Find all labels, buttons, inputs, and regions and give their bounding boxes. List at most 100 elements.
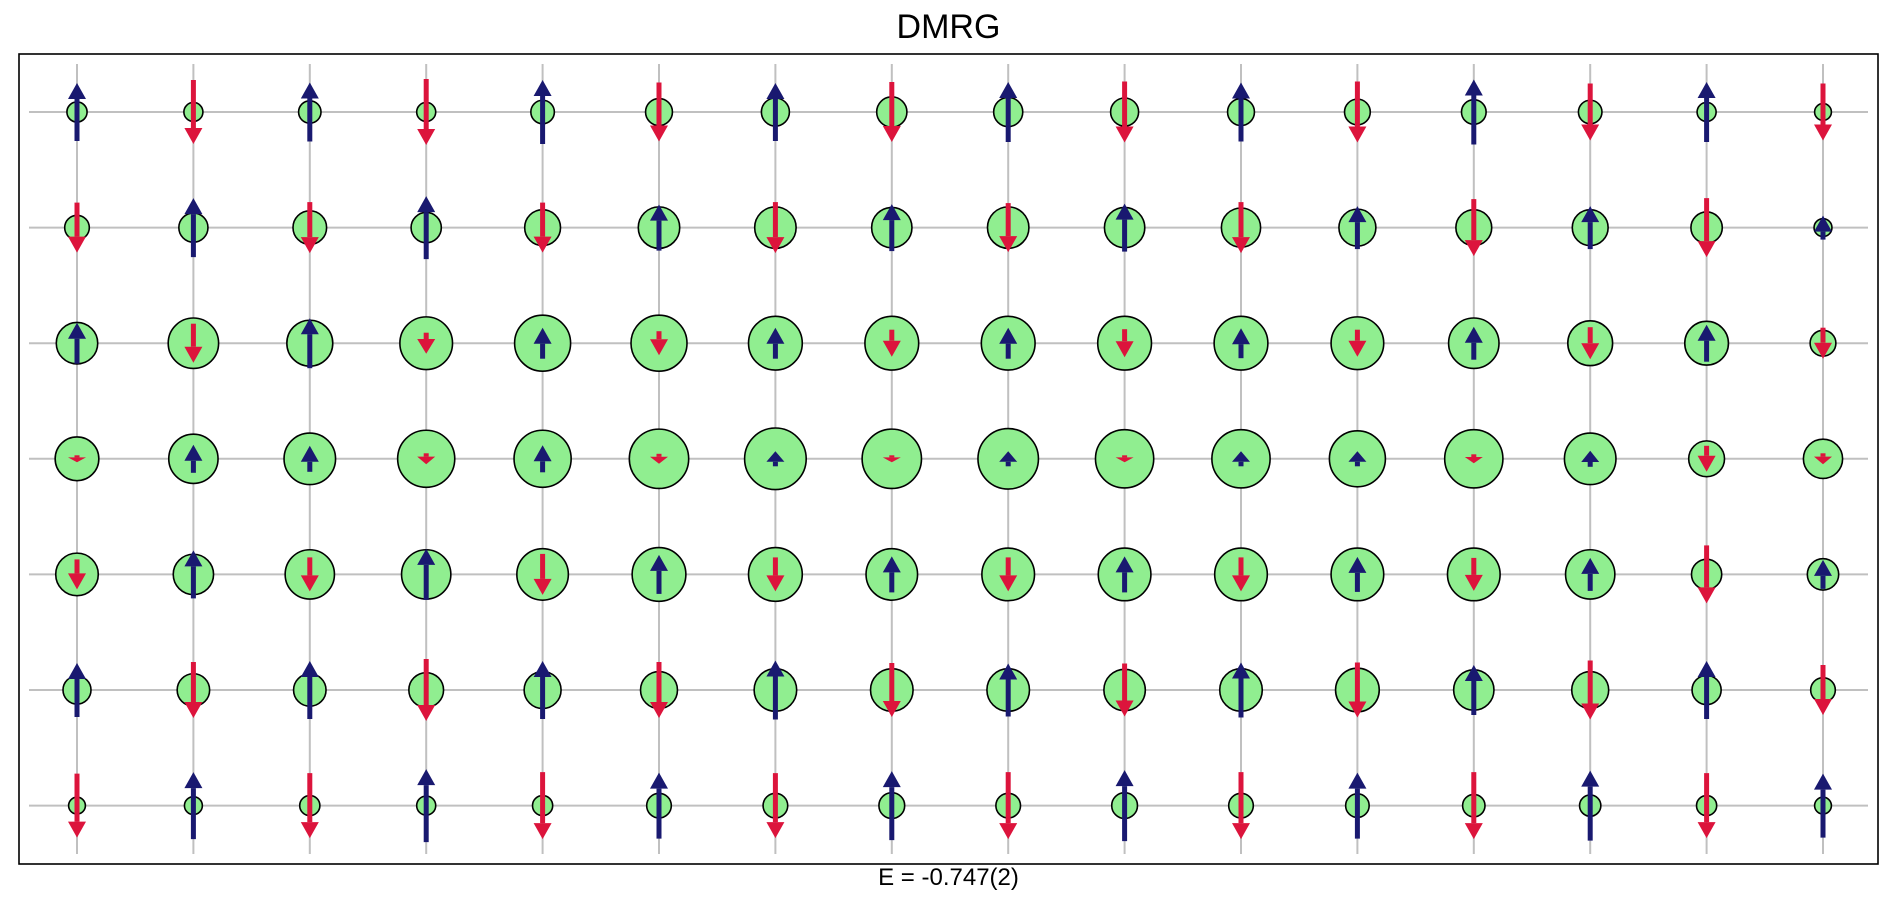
spin-down-arrow bbox=[1115, 329, 1134, 358]
spin-down-arrow bbox=[766, 557, 785, 592]
spin-up-arrow bbox=[417, 769, 436, 843]
spin-up-arrow bbox=[300, 318, 319, 369]
spin-up-arrow bbox=[766, 327, 785, 359]
spin-up-arrow bbox=[68, 663, 86, 717]
spin-down-arrow bbox=[1115, 455, 1134, 463]
spin-up-arrow bbox=[1348, 556, 1367, 592]
spin-up-arrow bbox=[300, 661, 319, 719]
spin-up-arrow bbox=[1814, 559, 1832, 589]
spin-down-arrow bbox=[68, 202, 86, 253]
spin-down-arrow bbox=[1115, 663, 1134, 717]
spin-down-arrow bbox=[766, 202, 785, 254]
spin-up-arrow bbox=[882, 556, 901, 593]
spin-down-arrow bbox=[1697, 198, 1716, 258]
spin-down-arrow bbox=[300, 773, 319, 839]
spin-up-arrow bbox=[1232, 328, 1250, 359]
spin-down-arrow bbox=[184, 323, 203, 363]
spin-down-arrow bbox=[1814, 453, 1832, 465]
spin-up-arrow bbox=[533, 327, 552, 359]
spin-up-arrow bbox=[1697, 82, 1716, 142]
spin-down-arrow bbox=[1464, 557, 1483, 591]
spin-up-arrow bbox=[184, 550, 203, 599]
arrow-layer bbox=[68, 79, 1832, 843]
spin-up-arrow bbox=[1697, 661, 1716, 719]
spin-down-arrow bbox=[68, 773, 86, 838]
x-axis-label: E = -0.747(2) bbox=[878, 864, 1019, 891]
chart-title: DMRG bbox=[896, 8, 1001, 46]
spin-up-arrow bbox=[1232, 662, 1250, 718]
spin-down-arrow bbox=[1348, 329, 1367, 357]
spin-down-arrow bbox=[1581, 660, 1600, 720]
spin-up-arrow bbox=[1348, 451, 1367, 467]
spin-down-arrow bbox=[766, 773, 785, 839]
spin-down-arrow bbox=[1232, 772, 1250, 840]
spin-down-arrow bbox=[184, 662, 203, 718]
spin-up-arrow bbox=[766, 660, 785, 720]
spin-up-arrow bbox=[417, 196, 436, 260]
spin-up-arrow bbox=[533, 445, 552, 473]
spin-up-arrow bbox=[999, 82, 1018, 142]
spin-down-arrow bbox=[1348, 662, 1367, 718]
spin-up-arrow bbox=[300, 445, 319, 472]
spin-up-arrow bbox=[1814, 215, 1832, 240]
spin-up-arrow bbox=[1581, 557, 1600, 591]
spin-down-arrow bbox=[650, 331, 668, 356]
spin-down-arrow bbox=[999, 557, 1018, 592]
spin-up-arrow bbox=[184, 198, 203, 258]
spin-up-arrow bbox=[68, 83, 86, 141]
spin-up-arrow bbox=[1232, 82, 1250, 142]
spin-up-arrow bbox=[650, 204, 668, 251]
spin-down-arrow bbox=[68, 559, 86, 590]
spin-up-arrow bbox=[1348, 206, 1367, 250]
spin-up-arrow bbox=[999, 451, 1018, 467]
spin-down-arrow bbox=[882, 663, 901, 717]
spin-down-arrow bbox=[882, 455, 901, 463]
spin-down-arrow bbox=[417, 332, 436, 354]
spin-down-arrow bbox=[999, 772, 1018, 840]
spin-down-arrow bbox=[417, 79, 436, 145]
spin-up-arrow bbox=[882, 771, 901, 841]
spin-down-arrow bbox=[650, 662, 668, 718]
spin-up-arrow bbox=[1814, 773, 1832, 838]
spin-up-arrow bbox=[533, 661, 552, 719]
spin-down-arrow bbox=[1697, 445, 1716, 472]
spin-up-arrow bbox=[1115, 556, 1134, 593]
spin-up-arrow bbox=[1464, 665, 1483, 715]
spin-down-arrow bbox=[1464, 199, 1483, 257]
spin-up-arrow bbox=[650, 554, 668, 594]
spin-down-arrow bbox=[650, 82, 668, 142]
spin-up-arrow bbox=[184, 772, 203, 840]
spin-down-arrow bbox=[1232, 202, 1250, 254]
spin-down-arrow bbox=[1697, 773, 1716, 839]
spin-up-arrow bbox=[68, 322, 86, 364]
spin-down-arrow bbox=[1232, 557, 1250, 592]
spin-down-arrow bbox=[999, 203, 1018, 253]
spin-down-arrow bbox=[68, 455, 86, 463]
spin-down-arrow bbox=[882, 329, 901, 357]
spin-up-arrow bbox=[1464, 326, 1483, 360]
spin-down-arrow bbox=[650, 453, 668, 464]
spin-up-arrow bbox=[1464, 79, 1483, 145]
spin-down-arrow bbox=[417, 659, 436, 721]
spin-up-arrow bbox=[999, 327, 1018, 359]
spin-up-arrow bbox=[300, 82, 319, 142]
spin-up-arrow bbox=[1115, 203, 1134, 252]
spin-down-arrow bbox=[1814, 327, 1832, 359]
spin-down-arrow bbox=[533, 202, 552, 253]
spin-up-arrow bbox=[1581, 450, 1600, 467]
spin-down-arrow bbox=[300, 557, 319, 592]
spin-down-arrow bbox=[184, 80, 203, 144]
spin-up-arrow bbox=[999, 663, 1018, 717]
spin-down-arrow bbox=[1464, 772, 1483, 840]
spin-up-arrow bbox=[533, 80, 552, 144]
spin-down-arrow bbox=[533, 553, 552, 595]
spin-up-arrow bbox=[1232, 451, 1250, 467]
spin-down-arrow bbox=[1814, 665, 1832, 715]
spin-down-arrow bbox=[1581, 327, 1600, 360]
spin-up-arrow bbox=[766, 83, 785, 141]
spin-down-arrow bbox=[1348, 81, 1367, 143]
spin-down-arrow bbox=[1697, 545, 1716, 604]
spin-down-arrow bbox=[882, 82, 901, 142]
spin-down-arrow bbox=[1115, 81, 1134, 143]
